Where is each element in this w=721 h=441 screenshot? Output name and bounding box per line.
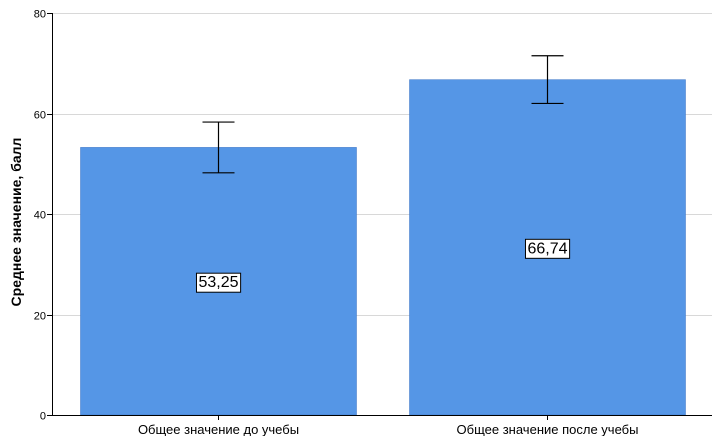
data-label: 53,25 — [198, 274, 238, 291]
data-label-box — [524, 238, 571, 259]
data-labels: 53,25 66,74 — [195, 238, 571, 293]
x-tick-label: Общее значение после учебы — [457, 422, 639, 436]
y-tick-label: 0 — [40, 411, 46, 423]
y-tick-label: 20 — [34, 311, 46, 323]
x-tick-label: Общее значение до учебы — [138, 422, 299, 436]
y-tick-label: 80 — [34, 9, 46, 21]
error-bars — [202, 55, 564, 174]
bars — [80, 79, 686, 416]
data-label-box — [195, 272, 242, 293]
y-tick-label: 60 — [34, 110, 46, 122]
axes: 0 20 40 60 80 Общее значение до учебы Общее зн… — [34, 9, 712, 437]
y-axis-title: Среднее значение, балл — [8, 138, 24, 307]
y-tick-label: 40 — [34, 210, 46, 222]
data-label: 66,74 — [527, 240, 567, 257]
